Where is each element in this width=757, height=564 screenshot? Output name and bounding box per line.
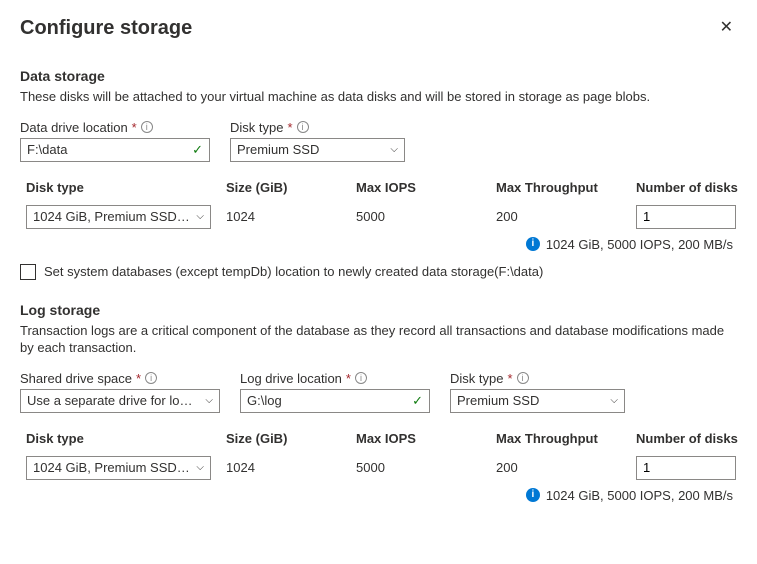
panel-title: Configure storage xyxy=(20,17,192,40)
col-max-throughput: Max Throughput xyxy=(496,431,636,446)
info-icon[interactable]: i xyxy=(297,121,309,133)
info-icon[interactable]: i xyxy=(145,372,157,384)
col-disk-type: Disk type xyxy=(26,431,226,446)
data-disk-type-label: Disk type* i xyxy=(230,120,405,135)
data-row-disk-type-select[interactable]: 1024 GiB, Premium SSD… ⌵ xyxy=(26,205,211,229)
log-storage-description: Transaction logs are a critical componen… xyxy=(20,322,737,357)
cell-max-throughput: 200 xyxy=(496,460,636,475)
info-icon[interactable]: i xyxy=(517,372,529,384)
data-storage-summary: i 1024 GiB, 5000 IOPS, 200 MB/s xyxy=(20,237,733,252)
chevron-down-icon: ⌵ xyxy=(196,211,204,222)
data-storage-table: Disk type Size (GiB) Max IOPS Max Throug… xyxy=(26,176,743,235)
col-disk-type: Disk type xyxy=(26,180,226,195)
log-storage-summary: i 1024 GiB, 5000 IOPS, 200 MB/s xyxy=(20,488,733,503)
table-row: 1024 GiB, Premium SSD… ⌵ 1024 5000 200 xyxy=(26,203,743,235)
col-max-iops: Max IOPS xyxy=(356,431,496,446)
log-storage-heading: Log storage xyxy=(20,302,737,318)
table-row: 1024 GiB, Premium SSD… ⌵ 1024 5000 200 xyxy=(26,454,743,486)
shared-drive-select[interactable]: Use a separate drive for lo… ⌵ xyxy=(20,389,220,413)
data-drive-location-select[interactable]: F:\data ✓ xyxy=(20,138,210,162)
shared-drive-label: Shared drive space* i xyxy=(20,371,220,386)
chevron-down-icon: ⌵ xyxy=(196,462,204,473)
log-num-disks-input[interactable] xyxy=(636,456,736,480)
cell-size: 1024 xyxy=(226,209,356,224)
data-num-disks-input[interactable] xyxy=(636,205,736,229)
checkmark-icon: ✓ xyxy=(192,142,203,158)
log-row-disk-type-select[interactable]: 1024 GiB, Premium SSD… ⌵ xyxy=(26,456,211,480)
data-drive-location-label: Data drive location* i xyxy=(20,120,210,135)
col-size: Size (GiB) xyxy=(226,180,356,195)
set-system-db-checkbox[interactable] xyxy=(20,264,36,280)
log-disk-type-select[interactable]: Premium SSD ⌵ xyxy=(450,389,625,413)
set-system-db-label: Set system databases (except tempDb) loc… xyxy=(44,264,543,279)
col-max-throughput: Max Throughput xyxy=(496,180,636,195)
cell-size: 1024 xyxy=(226,460,356,475)
cell-max-throughput: 200 xyxy=(496,209,636,224)
chevron-down-icon: ⌵ xyxy=(610,395,618,406)
cell-max-iops: 5000 xyxy=(356,460,496,475)
info-icon[interactable]: i xyxy=(355,372,367,384)
cell-max-iops: 5000 xyxy=(356,209,496,224)
panel-header: Configure storage ✕ xyxy=(20,16,737,40)
log-disk-type-label: Disk type* i xyxy=(450,371,625,386)
col-max-iops: Max IOPS xyxy=(356,180,496,195)
data-storage-description: These disks will be attached to your vir… xyxy=(20,88,737,106)
data-storage-heading: Data storage xyxy=(20,68,737,84)
info-icon[interactable]: i xyxy=(141,121,153,133)
chevron-down-icon: ⌵ xyxy=(390,144,398,155)
data-disk-type-select[interactable]: Premium SSD ⌵ xyxy=(230,138,405,162)
log-drive-location-label: Log drive location* i xyxy=(240,371,430,386)
chevron-down-icon: ⌵ xyxy=(205,395,213,406)
log-drive-location-select[interactable]: G:\log ✓ xyxy=(240,389,430,413)
info-icon: i xyxy=(526,237,540,251)
col-num-disks: Number of disks xyxy=(636,180,746,195)
checkmark-icon: ✓ xyxy=(412,393,423,409)
info-icon: i xyxy=(526,488,540,502)
col-size: Size (GiB) xyxy=(226,431,356,446)
log-storage-table: Disk type Size (GiB) Max IOPS Max Throug… xyxy=(26,427,743,486)
close-icon[interactable]: ✕ xyxy=(716,16,737,40)
col-num-disks: Number of disks xyxy=(636,431,746,446)
